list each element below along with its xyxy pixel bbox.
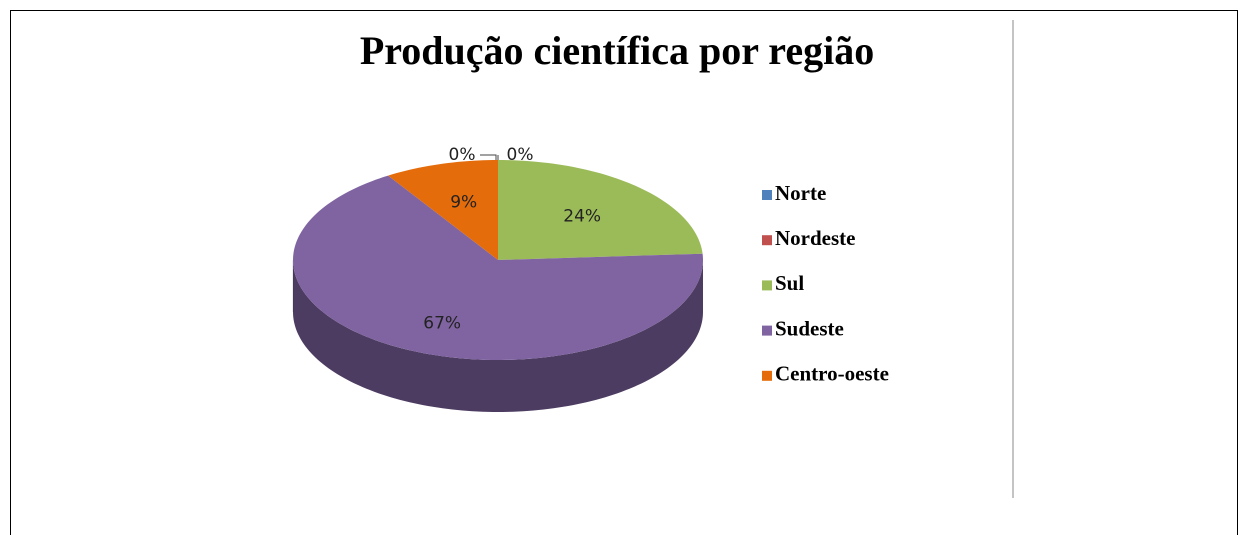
legend-label: Norte xyxy=(775,181,826,205)
data-label: 0% xyxy=(507,145,534,165)
legend-label: Centro-oeste xyxy=(775,362,889,386)
legend-label: Sul xyxy=(775,271,804,295)
data-label: 67% xyxy=(423,313,461,333)
data-label: 0% xyxy=(449,145,476,165)
legend-swatch xyxy=(762,235,772,246)
legend-swatch xyxy=(762,370,772,381)
data-label: 9% xyxy=(450,192,477,212)
frame xyxy=(10,10,1238,535)
legend-swatch xyxy=(762,280,772,291)
legend-swatch xyxy=(762,190,772,200)
legend-swatch xyxy=(762,325,772,336)
legend-label: Sudeste xyxy=(775,316,844,340)
pie-slice xyxy=(293,175,703,360)
chart-title: Produção científica por região xyxy=(360,28,874,73)
pie-slice xyxy=(498,160,703,260)
legend-label: Nordeste xyxy=(775,226,855,250)
pie-slice-side xyxy=(293,260,703,412)
pie-slice xyxy=(388,160,498,260)
leader-line xyxy=(480,154,497,160)
data-label: 24% xyxy=(563,206,601,226)
